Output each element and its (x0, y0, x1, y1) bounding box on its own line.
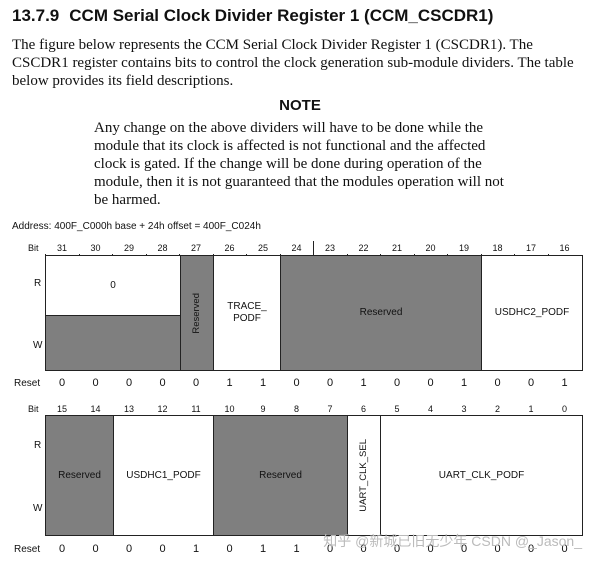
section-title: CCM Serial Clock Divider Register 1 (CCM… (69, 6, 494, 25)
field-reserved-24-19: Reserved (280, 255, 482, 371)
reset-value: 1 (360, 377, 367, 389)
reset-value: 0 (393, 543, 401, 555)
bit-number: 19 (458, 243, 469, 253)
reset-row-label: Reset (14, 378, 41, 389)
reset-value: 0 (125, 543, 133, 555)
field-reserved-10-7: Reserved (213, 415, 348, 536)
reset-value: 1 (259, 377, 267, 389)
bit-number: 2 (494, 404, 500, 414)
field-reserved-24-19-label: Reserved (359, 307, 403, 318)
bit-number: 14 (90, 404, 101, 414)
intro-paragraph: The figure below represents the CCM Seri… (12, 37, 574, 89)
field-reserved-15-14-label: Reserved (58, 469, 101, 481)
register-address: Address: 400F_C000h base + 24h offset = … (12, 221, 261, 232)
bit-number: 15 (56, 404, 67, 414)
bit-row-label: Bit (28, 404, 39, 414)
field-uart-clk-sel-label: UART_CLK_SEL (358, 439, 369, 512)
reset-value: 1 (226, 377, 233, 389)
bit-number: 21 (391, 243, 402, 253)
field-trace-podf: TRACE_ PODF (213, 255, 281, 371)
bit-number: 25 (257, 243, 268, 253)
watermark: 知乎 @新城已旧无少年 CSDN @_Jason_ (323, 533, 582, 549)
field-reserved-15-14: Reserved (45, 415, 114, 536)
reset-value: 1 (259, 543, 267, 555)
bit-number: 6 (360, 404, 366, 414)
reset-value: 1 (561, 377, 568, 389)
bit-number: 5 (394, 404, 400, 414)
reset-value: 1 (293, 543, 300, 555)
reset-value: 0 (159, 377, 166, 389)
bit-number: 29 (123, 243, 134, 253)
bit-number: 13 (123, 404, 134, 414)
reset-value: 0 (58, 543, 66, 555)
reset-value: 0 (125, 377, 133, 389)
reset-value: 0 (92, 543, 99, 555)
reset-value: 0 (393, 377, 401, 389)
section-number: 13.7.9 (12, 6, 60, 25)
bit-number: 17 (525, 243, 536, 253)
bit-number: 18 (492, 243, 503, 253)
reset-value: 0 (527, 543, 535, 555)
bit-number: 23 (324, 243, 335, 253)
section-heading: 13.7.9 CCM Serial Clock Divider Register … (12, 6, 493, 26)
bit-number: 20 (425, 243, 436, 253)
reset-value: 0 (527, 377, 535, 389)
bit-number: 26 (224, 243, 235, 253)
bit-number: 27 (190, 243, 201, 253)
reset-value: 0 (460, 543, 468, 555)
field-uart-clk-sel: UART_CLK_SEL (347, 415, 381, 536)
reset-value: 1 (460, 377, 468, 389)
bit-number: 22 (358, 243, 369, 253)
reset-value: 0 (326, 377, 334, 389)
bit-number: 24 (291, 243, 302, 253)
field-reserved-10-7-label: Reserved (259, 469, 302, 481)
bit-number: 30 (90, 243, 101, 253)
bit-number: 0 (561, 404, 567, 414)
bit-number: 11 (191, 404, 201, 414)
bit-number: 31 (56, 243, 67, 253)
reset-value: 0 (293, 377, 300, 389)
reset-value: 0 (427, 377, 434, 389)
bit-number: 8 (293, 404, 299, 414)
bit-number: 7 (327, 404, 333, 414)
field-bits-31-28-write (45, 315, 181, 371)
reset-value: 0 (92, 377, 99, 389)
bit-number: 10 (224, 404, 235, 414)
bit-number: 16 (559, 243, 570, 253)
reset-row-label: Reset (14, 544, 41, 555)
bit-number: 3 (461, 404, 467, 414)
field-zero-value: 0 (110, 280, 116, 291)
read-row-label: R (34, 278, 42, 289)
reset-value: 0 (494, 543, 501, 555)
reset-value: 0 (561, 543, 568, 555)
reset-value: 0 (192, 377, 200, 389)
reset-value: 0 (360, 543, 367, 555)
bit-number: 4 (427, 404, 433, 414)
reset-value: 0 (226, 543, 233, 555)
read-row-label: R (34, 440, 42, 451)
reset-value: 1 (192, 543, 200, 555)
field-usdhc2-podf: USDHC2_PODF (481, 255, 583, 371)
reset-value: 0 (326, 543, 334, 555)
write-row-label: W (33, 503, 43, 514)
reset-value: 0 (58, 377, 66, 389)
field-reserved-27: Reserved (180, 255, 214, 371)
field-uart-clk-podf: UART_CLK_PODF (380, 415, 583, 536)
bit-number: 12 (157, 404, 168, 414)
reset-value: 0 (427, 543, 434, 555)
reset-value: 0 (159, 543, 166, 555)
reset-value: 0 (494, 377, 501, 389)
bit-number: 9 (260, 404, 266, 414)
field-usdhc1-podf: USDHC1_PODF (113, 415, 214, 536)
bit-number: 1 (528, 404, 534, 414)
field-reserved-27-label: Reserved (191, 292, 202, 334)
note-title: NOTE (279, 97, 321, 114)
note-body: Any change on the above dividers will ha… (94, 120, 504, 208)
write-row-label: W (33, 340, 43, 351)
bit-number: 28 (157, 243, 168, 253)
bit-row-label: Bit (28, 243, 39, 253)
field-bits-31-28-read: 0 (45, 255, 181, 316)
halfword-separator-tick (313, 241, 314, 255)
